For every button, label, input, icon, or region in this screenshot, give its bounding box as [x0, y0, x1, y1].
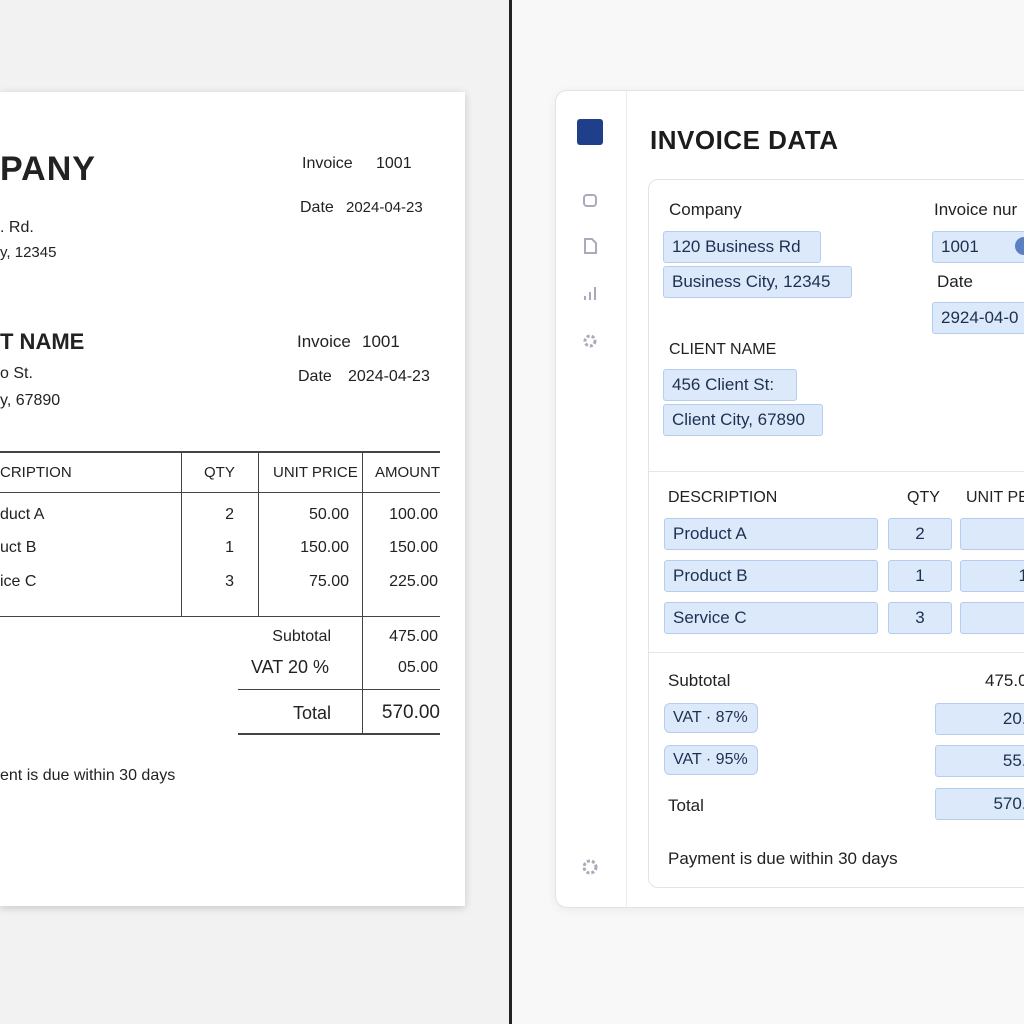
cell: 75.00 — [308, 573, 349, 590]
header: UNIT PRICE — [273, 464, 358, 481]
label: Invoice — [302, 155, 353, 172]
cell: 150.00 — [389, 539, 438, 556]
cell: 100.00 — [389, 506, 438, 523]
input[interactable]: Business City, 12345 — [663, 266, 852, 298]
header: CRIPTION — [0, 464, 72, 481]
rule — [362, 451, 363, 733]
label: Date — [300, 199, 334, 216]
info-icon[interactable] — [1015, 237, 1024, 255]
input[interactable]: 570.0 — [935, 788, 1024, 820]
label: Date — [937, 272, 973, 291]
label: Total — [292, 703, 331, 723]
cell: 2 — [225, 506, 234, 523]
icon-settings[interactable] — [581, 332, 599, 350]
sidebar — [556, 91, 627, 907]
value: 05.00 — [397, 659, 438, 676]
label: Invoice — [297, 332, 351, 351]
client-name: T NAME — [0, 329, 85, 354]
input[interactable]: 20.0 — [935, 703, 1024, 735]
input[interactable]: 55.3 — [935, 745, 1024, 777]
input[interactable]: Product A — [664, 518, 878, 550]
cell: 50.00 — [308, 506, 349, 523]
input[interactable]: 2924-04-0 — [932, 302, 1024, 334]
address: y, 67890 — [0, 392, 61, 409]
value: 570.00 — [381, 702, 440, 723]
value: 2024-04-23 — [346, 199, 423, 216]
paper — [0, 92, 465, 906]
label: Date — [298, 368, 332, 385]
input[interactable]: 150.9 — [960, 560, 1024, 592]
rule — [238, 733, 440, 735]
cell: 3 — [225, 573, 234, 590]
cell: 1 — [225, 539, 234, 556]
form-card — [648, 179, 1024, 888]
header: DESCRIPTION — [668, 489, 778, 506]
input[interactable]: 1 — [888, 560, 952, 592]
label: CLIENT NAME — [669, 341, 777, 358]
divider — [509, 0, 512, 1024]
input[interactable]: 1001 — [932, 231, 1024, 263]
label: VAT 20 % — [250, 657, 329, 677]
label: Subtotal — [272, 628, 331, 645]
input[interactable]: 75.0 — [960, 602, 1024, 634]
input[interactable]: Service C — [664, 602, 878, 634]
value: 1001 — [376, 155, 412, 172]
rule — [238, 689, 440, 690]
logo[interactable] — [577, 119, 603, 145]
address: . Rd. — [0, 219, 34, 236]
company: PANY — [0, 150, 96, 188]
note: Payment is due within 30 days — [668, 849, 898, 868]
cell: uct B — [0, 539, 37, 556]
label: Company — [669, 200, 742, 219]
icon-file[interactable] — [581, 237, 599, 255]
input[interactable]: 50.0 — [960, 518, 1024, 550]
header: QTY — [907, 489, 940, 506]
icon-chat[interactable] — [581, 192, 599, 210]
input[interactable]: 2 — [888, 518, 952, 550]
value: 1001 — [362, 332, 400, 351]
input[interactable]: VAT · 95% — [664, 745, 758, 775]
cell: duct A — [0, 506, 45, 523]
cell: 150.00 — [300, 539, 349, 556]
note: ent is due within 30 days — [0, 767, 176, 784]
value: 475.00 — [389, 628, 438, 645]
icon-settings[interactable] — [580, 857, 600, 877]
cell: ice C — [0, 573, 37, 590]
header: AMOUNT — [375, 464, 440, 481]
label: Subtotal — [668, 671, 731, 690]
input[interactable]: Client City, 67890 — [663, 404, 823, 436]
header: QTY — [204, 464, 235, 481]
title: INVOICE DATA — [650, 125, 839, 155]
rule — [181, 451, 182, 617]
icon-chart[interactable] — [581, 284, 599, 302]
value: 2024-04-23 — [348, 368, 430, 385]
value: 475.0 — [985, 671, 1024, 690]
separator — [649, 652, 1024, 653]
input[interactable]: 120 Business Rd — [663, 231, 821, 263]
address: y, 12345 — [0, 244, 57, 261]
cell: 225.00 — [389, 573, 438, 590]
header: UNIT PE — [966, 489, 1024, 506]
rule — [0, 451, 440, 453]
input[interactable]: VAT · 87% — [664, 703, 758, 733]
rule — [0, 616, 440, 617]
label: Invoice nur — [934, 200, 1018, 219]
address: o St. — [0, 365, 33, 382]
rule — [258, 451, 259, 617]
input[interactable]: 456 Client St: — [663, 369, 797, 401]
input[interactable]: 3 — [888, 602, 952, 634]
input[interactable]: Product B — [664, 560, 878, 592]
rule — [0, 492, 440, 493]
separator — [649, 471, 1024, 472]
label: Total — [668, 796, 704, 815]
